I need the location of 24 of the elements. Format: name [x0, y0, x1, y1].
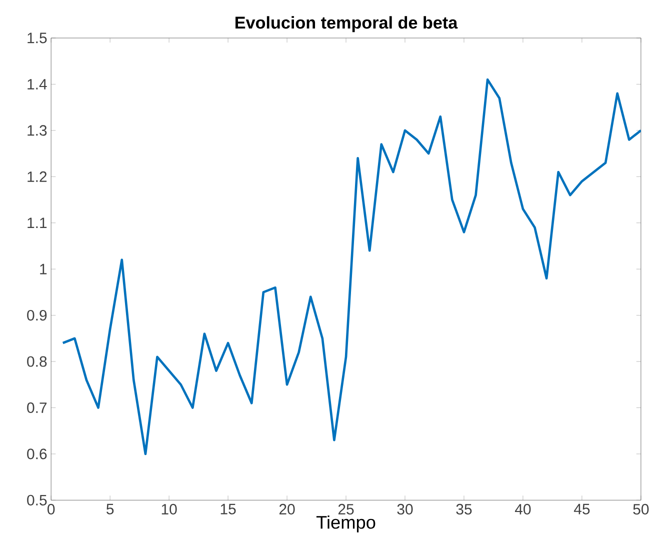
x-tick-label: 35 — [456, 504, 472, 514]
chart-title: Evolucion temporal de beta — [236, 16, 458, 32]
x-tick-label: 15 — [220, 504, 236, 514]
x-tick-label: 5 — [106, 504, 114, 514]
y-tick-label: 0.8 — [27, 356, 47, 367]
x-tick-label: 45 — [574, 504, 590, 514]
y-tick-label: 1.2 — [28, 171, 47, 182]
y-tick-label: 1.5 — [28, 32, 47, 44]
y-tick-label: 1.4 — [28, 78, 47, 90]
x-tick-label: 30 — [397, 504, 413, 514]
y-tick-label: 0.6 — [27, 448, 47, 460]
x-tick-label: 20 — [279, 504, 295, 514]
x-tick-label: 40 — [514, 504, 531, 514]
x-tick-label: 10 — [162, 504, 177, 514]
y-tick-label: 1.1 — [28, 218, 47, 228]
y-tick-label: 1.3 — [28, 125, 47, 136]
y-tick-label: 1 — [40, 264, 47, 274]
x-tick-label: 0 — [48, 504, 55, 514]
y-tick-label: 0.7 — [27, 402, 47, 413]
y-tick-label: 0.9 — [27, 310, 47, 320]
y-tick-label: 0.5 — [27, 494, 47, 506]
x-tick-label: 25 — [338, 504, 354, 514]
x-axis-title: Tiempo — [316, 515, 376, 532]
x-tick-label: 50 — [633, 504, 649, 514]
